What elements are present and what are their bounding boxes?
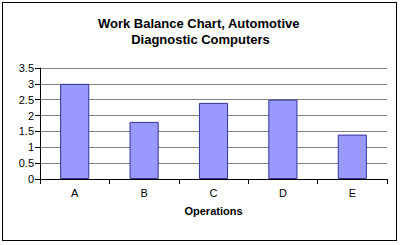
svg-text:0.5: 0.5 bbox=[19, 157, 34, 169]
svg-text:E: E bbox=[349, 187, 356, 199]
svg-text:A: A bbox=[71, 187, 79, 199]
svg-text:D: D bbox=[279, 187, 287, 199]
svg-text:Operations: Operations bbox=[184, 205, 242, 217]
svg-text:B: B bbox=[140, 187, 147, 199]
svg-text:Diagnostic Computers: Diagnostic Computers bbox=[131, 32, 270, 47]
svg-text:1.5: 1.5 bbox=[19, 125, 34, 137]
svg-text:C: C bbox=[210, 187, 218, 199]
svg-text:2.5: 2.5 bbox=[19, 94, 34, 106]
svg-text:Work Balance Chart, Automotive: Work Balance Chart, Automotive bbox=[98, 16, 303, 31]
svg-text:3.5: 3.5 bbox=[19, 62, 34, 74]
svg-text:2: 2 bbox=[28, 110, 34, 122]
svg-text:0: 0 bbox=[28, 173, 34, 185]
svg-text:1: 1 bbox=[28, 141, 34, 153]
svg-text:3: 3 bbox=[28, 78, 34, 90]
